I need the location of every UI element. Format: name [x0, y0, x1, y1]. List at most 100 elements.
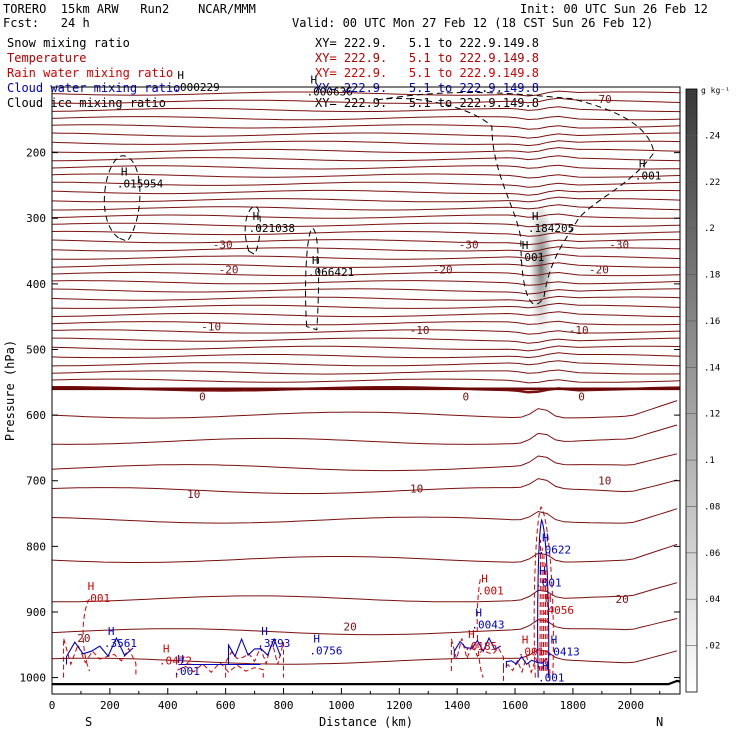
maximum-value: .4056: [541, 604, 574, 617]
isotherm-line: [52, 173, 680, 179]
isotherm-line: [52, 352, 680, 359]
temperature-label: -20: [433, 263, 453, 276]
isotherm-line: [52, 649, 678, 665]
cloud-water-contour: [227, 637, 282, 665]
isotherm-line: [52, 582, 678, 603]
snow-shading: [528, 205, 555, 356]
rain-contour: [533, 505, 554, 678]
maximum-marker: H: [539, 564, 546, 577]
isotherm-line: [52, 337, 680, 344]
isotherm-line: [52, 253, 680, 260]
temperature-label: 10: [410, 483, 423, 496]
maximum-marker: H: [542, 532, 549, 545]
legend-name: Snow mixing ratio: [7, 36, 130, 50]
isotherm-line: [52, 618, 678, 636]
isotherm-line: [52, 140, 680, 147]
colorbar-tick-label: .04: [704, 595, 720, 605]
y-tick-label: 200: [26, 147, 46, 160]
isotherm-line: [52, 288, 680, 295]
isotherm-line: [52, 181, 680, 188]
isotherm-line: [52, 271, 680, 277]
maximum-marker: H: [313, 633, 320, 646]
isotherm-line: [52, 213, 680, 219]
isotherm-line: [52, 369, 680, 375]
maximum-value: .001: [535, 576, 562, 589]
temperature-label: 0: [578, 391, 585, 404]
rain-contour: [544, 563, 547, 672]
rain-contour: [82, 598, 91, 672]
cloud-water-contour: [537, 518, 550, 678]
maximum-value: .001: [538, 672, 565, 685]
x-tick-label: 2000: [618, 699, 645, 712]
legend-xy: XY= 222.9. 5.1 to 222.9.149.8: [315, 51, 539, 65]
legend-xy: XY= 222.9. 5.1 to 222.9.149.8: [315, 81, 539, 95]
isotherm-line: [52, 280, 680, 286]
maximum-value: .066421: [308, 266, 354, 279]
temperature-label: -20: [589, 263, 609, 276]
legend-name: Temperature: [7, 51, 87, 65]
maximum-marker: H: [481, 572, 488, 585]
y-tick-label: 1000: [20, 672, 47, 685]
y-tick-label: 700: [26, 475, 46, 488]
maximum-marker: H: [253, 210, 260, 223]
cloud-water-contour: [505, 655, 548, 668]
plot-frame: [51, 86, 681, 695]
maximum-marker: H: [532, 210, 539, 223]
rain-contour: [546, 571, 548, 672]
temperature-label: 0: [463, 391, 470, 404]
x-tick-label: 400: [158, 699, 178, 712]
rain-contour: [450, 638, 505, 672]
y-tick-label: 500: [26, 343, 46, 356]
header-forecast: Fcst: 24 h: [3, 16, 90, 30]
north-label: N: [656, 715, 663, 729]
temperature-label: 10: [598, 475, 611, 488]
isotherm-line: [52, 311, 680, 318]
x-tick-label: 0: [49, 699, 56, 712]
isotherm-line: [52, 246, 680, 253]
isotherm-line: [52, 189, 680, 196]
maximum-value: .3793: [257, 637, 290, 650]
colorbar-tick-label: .1: [704, 456, 715, 466]
x-axis-label: Distance (km): [319, 715, 413, 729]
maximum-marker: H: [108, 625, 115, 638]
maximum-value: .184205: [528, 222, 574, 235]
isotherm-line: [52, 196, 680, 203]
legend-xy: XY= 222.9. 5.1 to 222.9.149.8: [315, 36, 539, 50]
x-tick-label: 200: [100, 699, 120, 712]
terrain-line: [52, 679, 680, 686]
isotherm-line: [52, 115, 680, 121]
maximum-value: .001: [635, 170, 662, 183]
maximum-marker: H: [522, 239, 529, 252]
temperature-label: 20: [343, 620, 356, 633]
maximum-value: .001: [518, 251, 545, 264]
maximum-marker: H: [468, 628, 475, 641]
colorbar-tick-label: .2: [704, 224, 715, 234]
maximum-value: .001: [518, 645, 545, 658]
ice-contour: [103, 155, 141, 242]
temperature-label: -30: [213, 238, 233, 251]
maximum-value: .021038: [249, 222, 295, 235]
rain-contour: [476, 579, 484, 678]
header-valid: Valid: 00 UTC Mon 27 Feb 12 (18 CST Sun …: [292, 16, 654, 30]
rain-contour: [541, 547, 543, 672]
maximum-marker: H: [522, 633, 529, 646]
maximum-value: .0185: [464, 640, 497, 653]
isotherm-line: [52, 478, 678, 495]
maximum-value: .015954: [117, 177, 164, 190]
x-tick-label: 1200: [386, 699, 413, 712]
isotherm-line: [52, 424, 678, 445]
isotherm-line: [52, 222, 680, 228]
maximum-value: .001: [84, 592, 111, 605]
legend-name: Rain water mixing ratio: [7, 66, 174, 80]
rain-contour: [175, 661, 264, 678]
maximum-marker: H: [551, 633, 558, 646]
isotherm-line: [52, 230, 680, 237]
temperature-label: -10: [201, 321, 221, 334]
temperature-label: -20: [219, 263, 239, 276]
temperature-label: -70: [592, 93, 612, 106]
maximum-marker: H: [310, 74, 317, 87]
isotherm-line: [52, 360, 680, 367]
isotherm-line: [52, 329, 680, 335]
maximum-value: .001: [173, 665, 200, 678]
colorbar-tick-label: .18: [704, 271, 720, 281]
